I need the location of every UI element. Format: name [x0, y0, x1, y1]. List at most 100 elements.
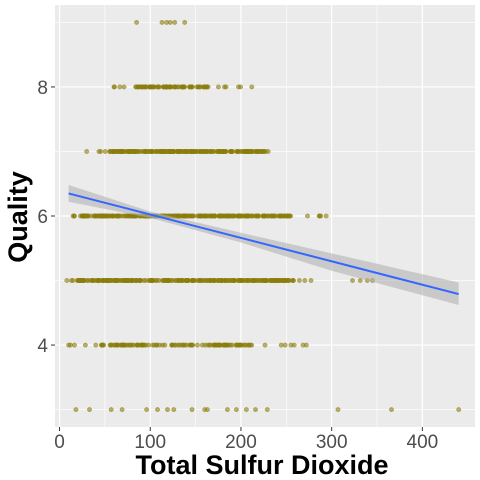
data-point	[108, 342, 114, 348]
data-point	[120, 149, 126, 154]
data-point	[84, 149, 90, 154]
data-point	[194, 149, 200, 154]
data-point	[288, 342, 294, 348]
data-point	[207, 342, 212, 348]
data-point	[149, 149, 155, 154]
data-point	[456, 407, 462, 413]
data-point	[215, 84, 221, 90]
data-point	[110, 213, 116, 219]
data-point	[171, 84, 177, 90]
data-point	[182, 19, 188, 25]
data-point	[189, 407, 195, 413]
data-point	[93, 342, 99, 348]
data-point	[218, 213, 224, 219]
data-point	[216, 149, 222, 154]
data-point	[187, 84, 193, 90]
data-point	[199, 213, 205, 219]
data-point	[308, 278, 314, 283]
data-point	[160, 149, 166, 154]
data-point	[163, 84, 169, 90]
data-point	[77, 213, 83, 219]
data-point	[190, 213, 196, 219]
data-point	[117, 84, 123, 90]
data-point	[236, 213, 242, 219]
data-point	[116, 342, 122, 348]
data-point	[146, 342, 152, 348]
data-point	[74, 278, 80, 283]
data-point	[215, 342, 221, 348]
data-point	[262, 213, 268, 219]
data-point	[150, 84, 156, 90]
data-point	[268, 278, 274, 283]
data-point	[188, 149, 194, 154]
data-point	[144, 407, 150, 413]
data-point	[127, 342, 133, 348]
data-point	[228, 342, 233, 348]
data-point	[155, 407, 160, 413]
data-point	[210, 278, 216, 283]
data-point	[178, 342, 184, 348]
data-point	[303, 342, 309, 348]
data-point	[160, 342, 166, 348]
data-point	[223, 149, 229, 154]
data-point	[119, 407, 125, 413]
data-point	[122, 342, 128, 348]
data-point	[201, 84, 207, 90]
data-point	[139, 149, 145, 154]
data-point	[144, 149, 150, 154]
data-point	[90, 278, 96, 283]
data-point	[175, 149, 180, 154]
trend-line	[68, 192, 459, 296]
data-point	[70, 213, 76, 219]
data-point	[159, 19, 165, 25]
data-point	[121, 84, 127, 90]
data-point	[99, 213, 105, 219]
data-point	[128, 149, 134, 154]
data-point	[284, 213, 290, 219]
data-point	[179, 84, 184, 90]
data-point	[134, 342, 140, 348]
y-tick-label: 8	[37, 78, 48, 99]
data-point	[262, 342, 268, 348]
data-point	[253, 407, 258, 413]
data-point	[79, 278, 85, 283]
data-point	[124, 213, 129, 219]
data-point	[199, 342, 205, 348]
data-point	[165, 278, 171, 283]
data-point	[133, 84, 139, 90]
data-point	[302, 278, 308, 283]
data-point	[241, 342, 247, 348]
data-point	[316, 213, 322, 219]
data-point	[335, 407, 341, 413]
data-point	[296, 278, 302, 283]
data-point	[201, 278, 207, 283]
data-point	[141, 342, 147, 348]
x-tick-label: 100	[134, 432, 166, 453]
x-axis: 0 100 200 300 400	[54, 427, 438, 453]
data-point	[114, 149, 120, 154]
data-point	[278, 213, 284, 219]
data-point	[97, 278, 102, 283]
data-point	[271, 213, 277, 219]
data-point	[129, 278, 134, 283]
data-point	[248, 213, 254, 219]
data-point	[350, 278, 355, 283]
data-point	[224, 407, 230, 413]
data-point	[64, 278, 70, 283]
data-point	[217, 278, 223, 283]
data-point	[255, 278, 260, 283]
data-point	[212, 213, 218, 219]
data-point	[189, 278, 195, 283]
data-point	[66, 342, 72, 348]
data-point	[139, 84, 145, 90]
data-point	[108, 407, 114, 413]
data-point	[247, 342, 253, 348]
x-tick-label: 0	[54, 432, 65, 453]
data-point	[72, 342, 77, 348]
data-point	[172, 19, 178, 25]
data-point	[87, 407, 92, 413]
data-point	[220, 342, 226, 348]
data-point	[238, 84, 244, 90]
x-tick-label: 200	[225, 432, 257, 453]
x-tick-label: 400	[407, 432, 439, 453]
